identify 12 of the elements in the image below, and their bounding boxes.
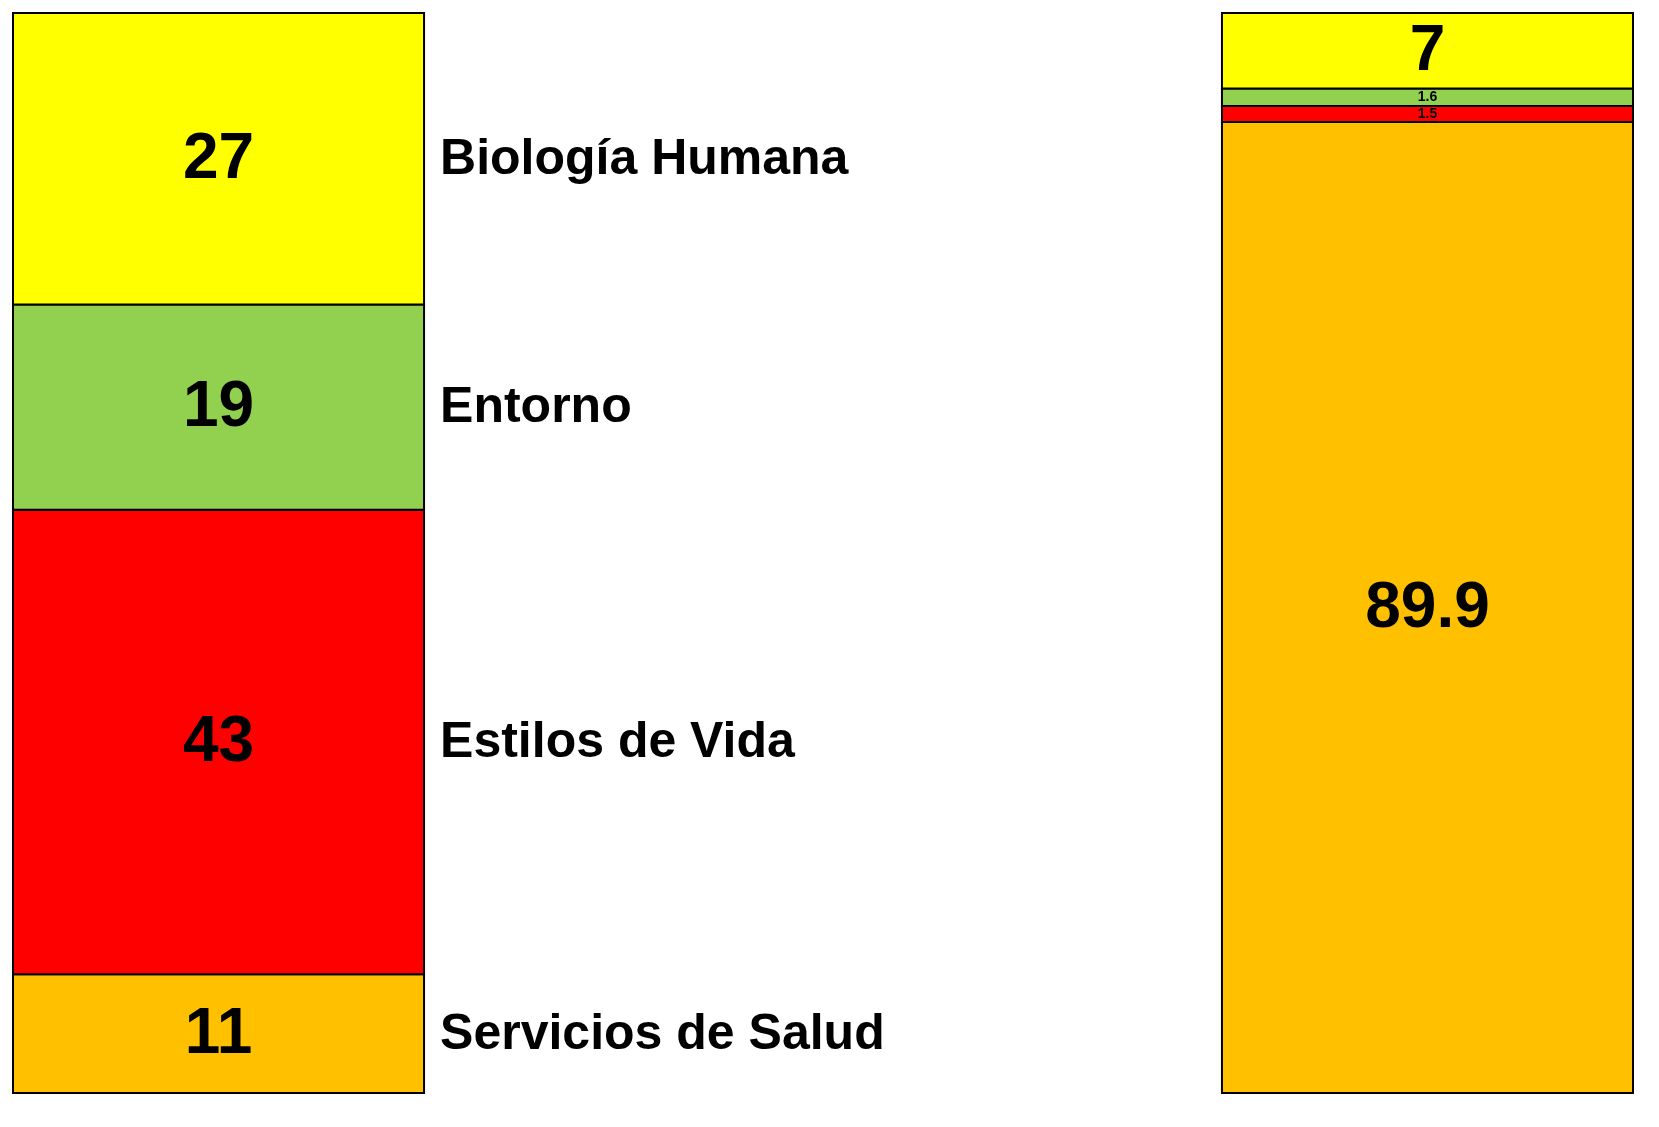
- data-label: 89.9: [1365, 568, 1490, 641]
- data-label: 7: [1409, 11, 1446, 84]
- data-label: 43: [182, 703, 255, 775]
- data-label: 1.6: [1417, 88, 1438, 105]
- series-label: Estilos de Vida: [440, 712, 796, 768]
- series-label: Biología Humana: [440, 128, 850, 185]
- data-label: 27: [182, 119, 255, 192]
- data-label: 11: [184, 994, 253, 1067]
- data-label: 19: [182, 368, 255, 441]
- series-label: Servicios de Salud: [440, 1003, 885, 1060]
- series-label: Entorno: [440, 377, 632, 434]
- data-label: 1.5: [1417, 104, 1438, 121]
